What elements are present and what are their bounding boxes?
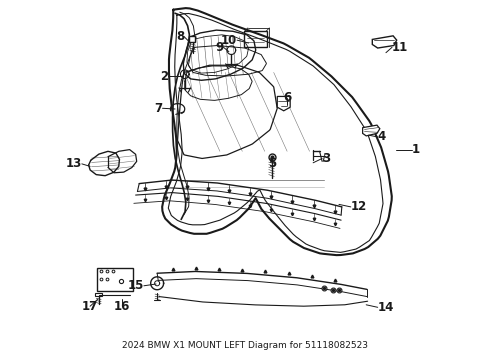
FancyBboxPatch shape bbox=[244, 31, 267, 47]
Text: 15: 15 bbox=[127, 279, 144, 292]
Text: 8: 8 bbox=[176, 30, 184, 43]
Polygon shape bbox=[363, 125, 380, 136]
Text: 17: 17 bbox=[82, 300, 98, 313]
Text: 14: 14 bbox=[378, 301, 394, 314]
Text: 9: 9 bbox=[215, 41, 223, 54]
Text: 1: 1 bbox=[412, 143, 420, 156]
Polygon shape bbox=[95, 293, 102, 296]
Polygon shape bbox=[97, 268, 133, 291]
Text: 13: 13 bbox=[66, 157, 82, 170]
Text: 4: 4 bbox=[378, 130, 386, 144]
Text: 5: 5 bbox=[268, 157, 276, 170]
Text: 11: 11 bbox=[392, 41, 408, 54]
Polygon shape bbox=[277, 96, 290, 111]
Text: 6: 6 bbox=[283, 91, 292, 104]
Text: 12: 12 bbox=[351, 201, 367, 213]
Text: 2024 BMW X1 MOUNT LEFT Diagram for 51118082523: 2024 BMW X1 MOUNT LEFT Diagram for 51118… bbox=[122, 341, 368, 350]
Text: 7: 7 bbox=[154, 102, 163, 115]
Polygon shape bbox=[372, 36, 397, 48]
Text: 10: 10 bbox=[221, 33, 237, 47]
Text: 3: 3 bbox=[322, 152, 330, 165]
Text: 2: 2 bbox=[160, 69, 168, 82]
Text: 16: 16 bbox=[114, 300, 130, 313]
